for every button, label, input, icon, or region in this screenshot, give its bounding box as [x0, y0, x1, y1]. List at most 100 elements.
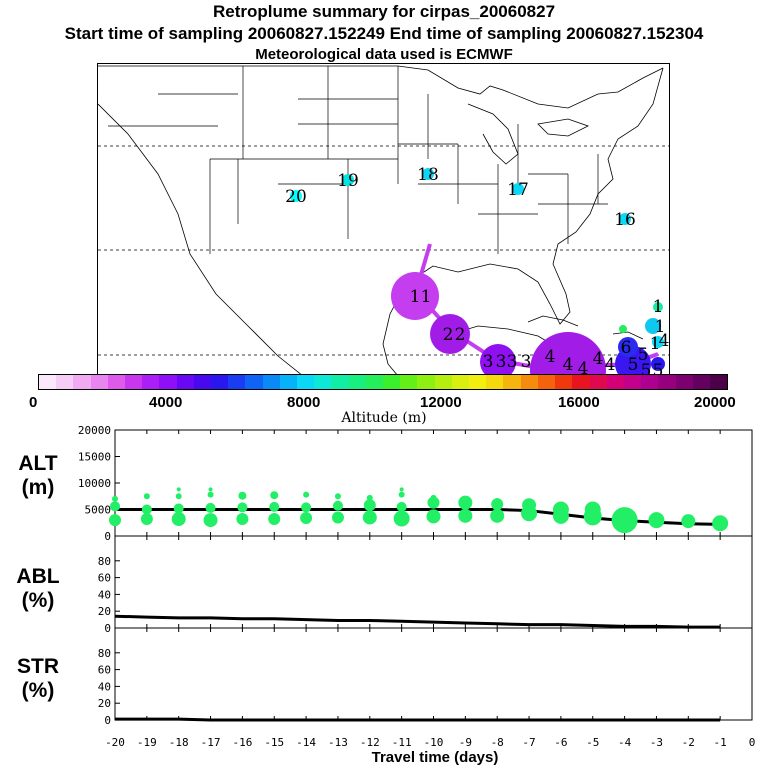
alt-point	[396, 501, 407, 512]
x-tick-label: -15	[264, 736, 284, 749]
alt-point	[270, 491, 279, 500]
map-day-label: 1	[653, 297, 664, 317]
x-tick-label: -5	[586, 736, 599, 749]
colorbar-swatch	[73, 375, 91, 389]
altitude-colorbar	[38, 374, 728, 390]
y-tick-label: 0	[104, 714, 111, 727]
alt-point	[303, 491, 310, 498]
plume-circles	[290, 168, 665, 374]
map-day-label: 3	[521, 352, 532, 372]
y-tick-label: 20	[98, 697, 111, 710]
alt-point	[175, 493, 182, 500]
y-tick-label: 80	[98, 647, 111, 660]
alt-point	[552, 501, 569, 518]
alt-point	[399, 487, 404, 492]
y-tick-label: 60	[98, 664, 111, 677]
colorbar-swatch	[331, 375, 349, 389]
alt-point	[430, 494, 437, 501]
map-day-label: 2	[443, 325, 454, 345]
alt-point	[490, 508, 505, 523]
alt-point	[426, 509, 441, 524]
time-series-panels: 05000100001500020000ALT(m)020406080ABL(%…	[16, 424, 755, 749]
x-tick-label: -16	[232, 736, 252, 749]
panel-label-abl: ABL	[16, 565, 59, 588]
colorbar-swatch	[176, 375, 194, 389]
x-tick-label: -18	[169, 736, 189, 749]
colorbar-swatch	[107, 375, 126, 389]
map-day-label: 4	[605, 355, 616, 375]
colorbar-swatch	[159, 375, 177, 389]
alt-point	[236, 513, 249, 526]
colorbar-swatch	[262, 375, 280, 389]
map-grid	[98, 145, 669, 356]
colorbar-swatch	[279, 375, 298, 389]
alt-point	[171, 512, 186, 527]
map-day-label: 4	[545, 347, 556, 367]
colorbar-tick-12000: 12000	[420, 394, 462, 411]
alt-point	[300, 511, 313, 524]
y-tick-label: 80	[98, 555, 111, 568]
colorbar-swatch	[142, 375, 160, 389]
map-day-label: 3	[496, 352, 507, 372]
y-tick-label: 40	[98, 680, 111, 693]
colorbar-swatch	[606, 375, 624, 389]
alt-point	[112, 495, 118, 502]
alt-point	[334, 493, 341, 500]
alt-point	[366, 494, 373, 501]
colorbar-tick-8000: 8000	[287, 394, 321, 411]
x-tick-label: -4	[618, 736, 632, 749]
map-day-label: 16	[614, 210, 636, 230]
alt-point	[681, 514, 696, 529]
alt-point	[237, 502, 248, 513]
map-state-borders	[108, 66, 608, 254]
alt-point	[205, 502, 216, 513]
map-coastlines	[98, 65, 664, 374]
x-tick-label: -20	[105, 736, 125, 749]
x-tick-label: -6	[554, 736, 567, 749]
panel-label-alt: ALT	[18, 452, 57, 475]
alt-point	[110, 501, 120, 512]
x-tick-label: -14	[296, 736, 316, 749]
colorbar-swatch	[125, 375, 143, 389]
alt-point	[207, 491, 214, 498]
map-day-label: 19	[337, 171, 359, 191]
alt-point	[427, 496, 440, 509]
alt-point	[491, 498, 504, 511]
x-tick-label: -1	[714, 736, 727, 749]
x-tick-label: -9	[459, 736, 472, 749]
panel-label-abl: (%)	[22, 589, 55, 612]
colorbar-swatch	[451, 375, 470, 389]
alt-point	[363, 499, 376, 512]
alt-point	[398, 491, 405, 498]
alt-point	[458, 508, 473, 523]
colorbar-swatch	[56, 375, 74, 389]
alt-point	[589, 503, 596, 510]
alt-point	[173, 503, 184, 514]
map-day-label: 3	[483, 352, 494, 372]
colorbar-swatch	[39, 375, 57, 389]
colorbar-tick-4000: 4000	[149, 394, 183, 411]
colorbar-swatch	[417, 375, 435, 389]
chart-title: Retroplume summary for cirpas_20060827	[212, 2, 556, 21]
colorbar-label: Altitude (m)	[341, 410, 427, 426]
alt-point	[208, 487, 213, 492]
map-day-label: 17	[507, 180, 529, 200]
colorbar-swatch	[589, 375, 607, 389]
x-tick-label: -17	[201, 736, 221, 749]
map-day-label: 5	[653, 361, 664, 375]
alt-point	[557, 502, 564, 509]
series-line-str	[115, 717, 721, 722]
y-tick-label: 0	[104, 530, 111, 543]
alt-point	[648, 512, 665, 529]
map-day-label: 6	[621, 338, 632, 358]
map-day-label: 1	[650, 334, 661, 354]
colorbar-swatch	[503, 375, 521, 389]
alt-point	[301, 502, 312, 513]
x-tick-label: -13	[328, 736, 348, 749]
colorbar-swatch	[572, 375, 590, 389]
panel-label-str: STR	[17, 655, 59, 678]
colorbar-swatch	[400, 375, 418, 389]
map-day-label: 1	[655, 317, 666, 337]
alt-point	[712, 515, 729, 532]
